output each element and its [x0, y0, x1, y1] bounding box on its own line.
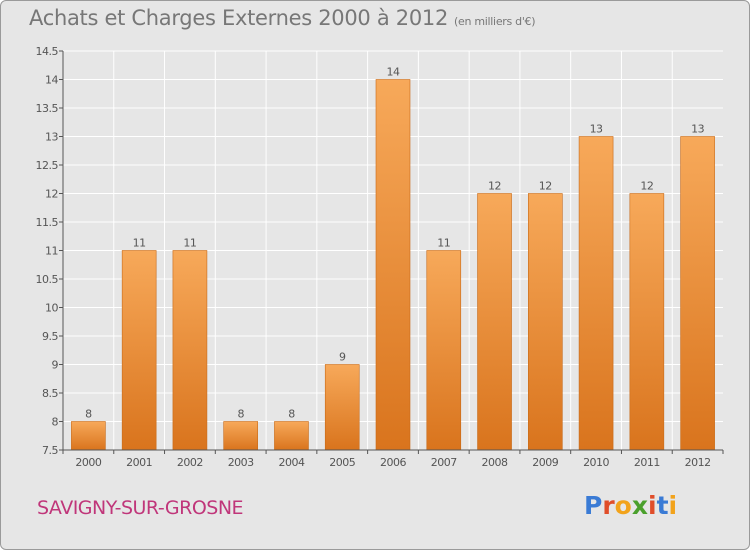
chart-title: Achats et Charges Externes 2000 à 2012 (e…: [29, 6, 536, 30]
logo-letter: i: [668, 491, 678, 520]
logo-letter: t: [656, 491, 669, 520]
x-tick-label: 2000: [75, 456, 101, 469]
data-label: 11: [183, 237, 196, 250]
data-label: 14: [387, 66, 400, 79]
x-tick-label: 2012: [685, 456, 711, 469]
bar: [426, 250, 462, 451]
commune-name: SAVIGNY-SUR-GROSNE: [37, 497, 244, 519]
bar: [324, 364, 360, 451]
data-label: 8: [237, 408, 244, 421]
y-tick-label: 13: [45, 131, 58, 144]
logo-letter: i: [648, 491, 657, 520]
data-label: 11: [437, 237, 450, 250]
bar: [223, 421, 258, 451]
bar: [629, 193, 665, 451]
logo-letter: x: [631, 491, 648, 520]
x-tick-label: 2004: [278, 456, 304, 469]
x-tick-label: 2007: [431, 456, 457, 469]
data-label: 13: [590, 123, 603, 136]
y-tick-label: 12.5: [36, 159, 59, 172]
x-tick-label: 2006: [380, 456, 406, 469]
data-label: 12: [488, 180, 501, 193]
y-tick-label: 10.5: [36, 273, 59, 286]
bar: [528, 193, 563, 451]
x-tick-label: 2008: [482, 456, 508, 469]
y-tick-label: 14.5: [36, 45, 59, 58]
data-label: 13: [691, 123, 704, 136]
logo-letter: r: [602, 491, 615, 520]
data-label: 12: [539, 180, 552, 193]
bar: [121, 250, 157, 451]
unit-label: (en milliers d'€): [454, 15, 536, 28]
bar: [680, 136, 715, 451]
y-tick-label: 12: [45, 188, 58, 201]
x-tick-label: 2010: [583, 456, 609, 469]
bar: [274, 421, 309, 451]
y-tick-label: 7.5: [42, 444, 58, 457]
y-tick-label: 13.5: [36, 102, 59, 115]
y-tick-label: 11: [45, 245, 58, 258]
bar: [477, 193, 512, 451]
data-label: 11: [133, 237, 146, 250]
bar: [578, 136, 614, 451]
y-tick-label: 11.5: [36, 216, 59, 229]
y-tick-label: 14: [45, 74, 58, 87]
data-label: 9: [339, 351, 346, 364]
x-tick-label: 2011: [634, 456, 660, 469]
x-tick-label: 2009: [532, 456, 558, 469]
x-tick-label: 2003: [228, 456, 254, 469]
logo-letter: o: [614, 491, 632, 520]
bar: [172, 250, 208, 451]
y-tick-label: 9.5: [42, 330, 58, 343]
y-tick-label: 9: [52, 359, 59, 372]
x-tick-label: 2005: [329, 456, 355, 469]
y-tick-label: 8: [52, 416, 59, 429]
bar: [375, 79, 411, 451]
x-tick-label: 2001: [126, 456, 152, 469]
x-tick-label: 2002: [177, 456, 203, 469]
data-label: 8: [288, 408, 295, 421]
bar: [71, 421, 106, 451]
y-tick-label: 8.5: [42, 387, 58, 400]
proxiti-logo: Proxiti: [584, 491, 677, 520]
y-tick-label: 10: [45, 302, 58, 315]
data-label: 12: [640, 180, 653, 193]
title-text: Achats et Charges Externes 2000 à 2012: [29, 6, 449, 30]
data-label: 8: [85, 408, 92, 421]
logo-letter: P: [584, 491, 603, 520]
